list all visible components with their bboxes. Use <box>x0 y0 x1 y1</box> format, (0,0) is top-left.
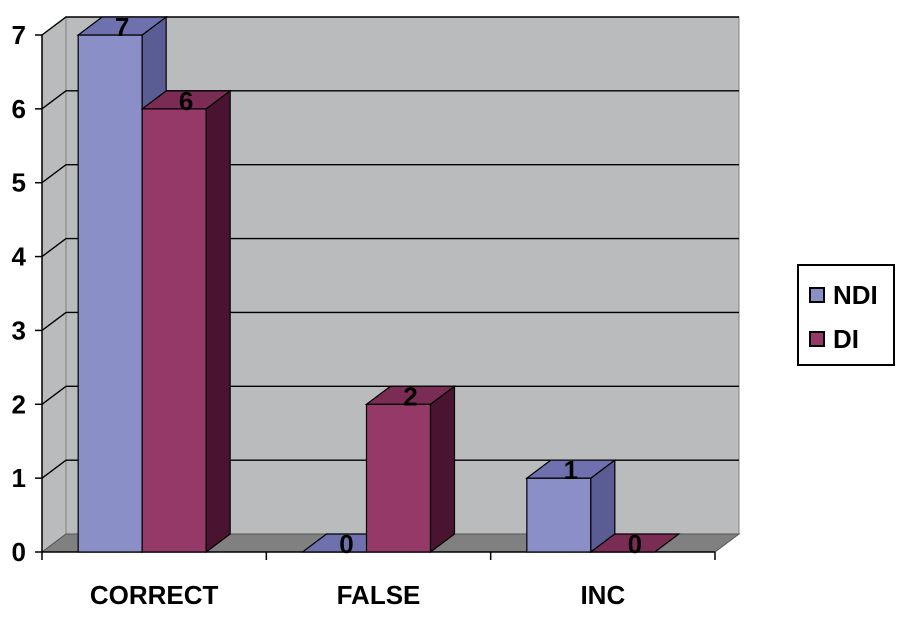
gridline <box>41 311 739 331</box>
gridline <box>41 237 739 258</box>
bar-front <box>77 34 143 553</box>
y-tick-label: 5 <box>12 168 26 198</box>
bar-side <box>429 385 456 554</box>
gridline <box>41 459 739 479</box>
bar-top <box>525 459 617 479</box>
y-tick-label: 1 <box>12 463 26 493</box>
x-tick-label: INC <box>580 580 625 610</box>
bar-di-false <box>364 385 457 554</box>
gridline <box>41 385 739 405</box>
bar-ndi-inc <box>525 458 617 554</box>
chart-legend: NDI DI <box>797 264 895 366</box>
bar-di-inc <box>589 533 681 553</box>
bar-side <box>205 89 231 554</box>
legend-label-di: DI <box>833 323 859 354</box>
y-tick-label: 0 <box>12 537 26 567</box>
gridline <box>41 164 739 184</box>
bar-top <box>140 90 232 110</box>
y-tick-label: 7 <box>12 20 26 50</box>
bar-top <box>364 385 457 405</box>
legend-swatch-di <box>809 331 825 347</box>
data-label: 7 <box>115 12 129 42</box>
data-label: 1 <box>564 455 578 485</box>
data-label: 2 <box>403 381 417 411</box>
bar-front <box>141 108 207 553</box>
legend-label-ndi: NDI <box>833 279 878 310</box>
side-wall <box>41 16 67 553</box>
gridline <box>41 16 739 36</box>
bar-top <box>589 533 681 553</box>
y-tick-label: 2 <box>12 389 26 419</box>
data-label: 0 <box>628 529 642 559</box>
data-label: 0 <box>339 529 353 559</box>
y-tick-label: 6 <box>12 94 26 124</box>
legend-item-di: DI <box>809 324 859 354</box>
bar-top <box>76 16 168 36</box>
y-tick-label: 4 <box>12 242 27 272</box>
legend-item-ndi: NDI <box>809 280 878 310</box>
legend-swatch-ndi <box>809 287 825 303</box>
x-tick-label: FALSE <box>337 580 421 610</box>
bar-di-correct <box>140 89 232 554</box>
y-tick-label: 3 <box>12 315 26 345</box>
bar-front <box>526 477 592 553</box>
data-label: 6 <box>179 86 193 116</box>
gridline <box>41 90 739 110</box>
x-tick-label: CORRECT <box>90 580 219 610</box>
bar-front <box>365 403 432 553</box>
